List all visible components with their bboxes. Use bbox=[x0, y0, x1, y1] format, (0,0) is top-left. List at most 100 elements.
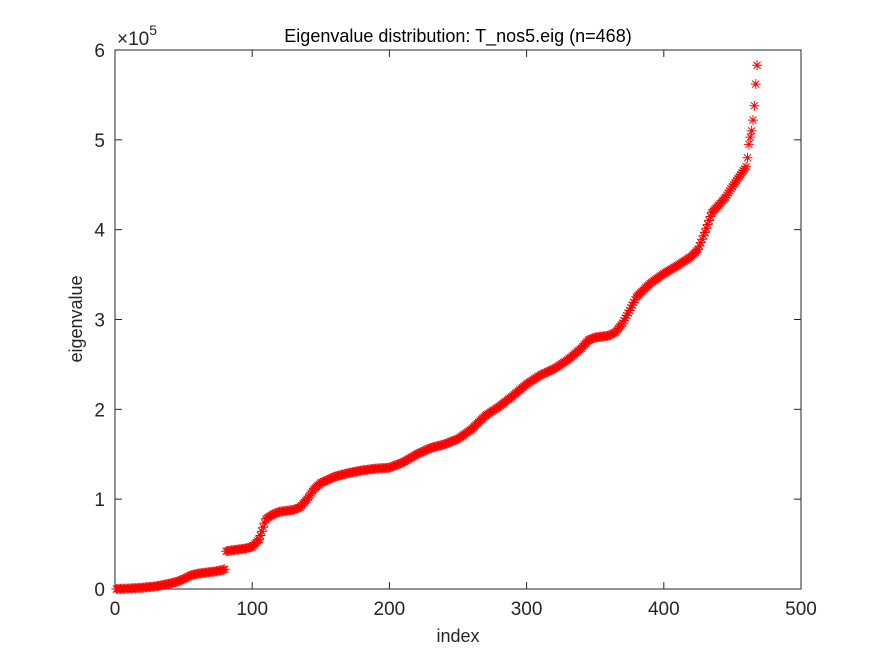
data-point bbox=[542, 367, 553, 378]
data-point bbox=[439, 439, 450, 450]
data-point bbox=[726, 183, 737, 194]
y-exponent-base: ×10 bbox=[117, 29, 149, 50]
data-point bbox=[704, 215, 715, 226]
plot-area bbox=[114, 49, 802, 590]
data-point bbox=[752, 60, 763, 71]
data-point bbox=[720, 192, 731, 203]
data-point bbox=[271, 507, 282, 518]
data-point bbox=[270, 508, 281, 519]
data-point bbox=[171, 576, 182, 587]
data-point bbox=[255, 530, 266, 541]
data-point bbox=[583, 335, 594, 346]
data-point bbox=[701, 223, 712, 234]
data-point bbox=[384, 462, 395, 473]
data-point bbox=[535, 370, 546, 381]
data-point bbox=[538, 368, 549, 379]
data-point bbox=[628, 297, 639, 308]
data-point bbox=[177, 574, 188, 585]
data-point bbox=[443, 437, 454, 448]
data-point bbox=[385, 462, 396, 473]
data-point bbox=[319, 476, 330, 487]
data-point bbox=[415, 447, 426, 458]
data-point bbox=[417, 446, 428, 457]
x-tick-label: 100 bbox=[236, 599, 268, 620]
data-point bbox=[724, 185, 735, 196]
data-point bbox=[694, 241, 705, 252]
data-point bbox=[693, 244, 704, 255]
x-tick-label: 0 bbox=[110, 599, 121, 620]
data-point bbox=[328, 472, 339, 483]
y-tick-label: 3 bbox=[94, 311, 105, 332]
data-point bbox=[546, 365, 557, 376]
data-point bbox=[743, 139, 754, 150]
data-point bbox=[387, 461, 398, 472]
y-tick-label: 5 bbox=[94, 131, 105, 152]
data-point bbox=[291, 503, 302, 514]
data-point bbox=[321, 475, 332, 486]
data-point bbox=[394, 458, 405, 469]
data-point bbox=[547, 364, 558, 375]
data-point bbox=[258, 522, 269, 533]
data-point bbox=[629, 294, 640, 305]
data-point bbox=[273, 507, 284, 518]
y-axis-exponent: ×105 bbox=[117, 22, 157, 50]
data-point bbox=[721, 190, 732, 201]
data-point bbox=[219, 564, 230, 575]
data-point bbox=[543, 366, 554, 377]
data-point bbox=[621, 310, 632, 321]
data-point bbox=[326, 472, 337, 483]
data-point bbox=[699, 227, 710, 238]
data-point bbox=[620, 313, 631, 324]
data-point bbox=[259, 518, 270, 529]
data-point bbox=[421, 444, 432, 455]
data-point bbox=[544, 365, 555, 376]
x-tick-label: 200 bbox=[374, 599, 406, 620]
data-point bbox=[324, 474, 335, 485]
data-point bbox=[539, 368, 550, 379]
data-point bbox=[588, 333, 599, 344]
data-point bbox=[420, 445, 431, 456]
axis-tick-labels: 0 100 200 300 400 500 0 1 2 3 4 5 6 bbox=[94, 41, 816, 620]
x-axis-label: index bbox=[436, 626, 479, 646]
data-point bbox=[389, 460, 400, 471]
data-point bbox=[444, 437, 455, 448]
data-point bbox=[695, 237, 706, 248]
data-point bbox=[540, 367, 551, 378]
data-point bbox=[741, 161, 752, 172]
data-point bbox=[292, 503, 303, 514]
data-point bbox=[174, 575, 185, 586]
data-point bbox=[289, 504, 300, 515]
data-point bbox=[322, 474, 333, 485]
data-point bbox=[697, 234, 708, 245]
data-point bbox=[584, 334, 595, 345]
data-point bbox=[451, 434, 462, 445]
data-point bbox=[395, 458, 406, 469]
x-tick-label: 300 bbox=[511, 599, 543, 620]
data-point bbox=[587, 333, 598, 344]
y-tick-label: 0 bbox=[94, 580, 105, 601]
data-point bbox=[448, 435, 459, 446]
data-point bbox=[388, 461, 399, 472]
data-point bbox=[315, 477, 326, 488]
data-point bbox=[422, 444, 433, 455]
chart-title: Eigenvalue distribution: T_nos5.eig (n=4… bbox=[284, 26, 631, 47]
data-point bbox=[318, 476, 329, 487]
data-point bbox=[624, 305, 635, 316]
x-tick-label: 500 bbox=[785, 599, 817, 620]
data-point bbox=[424, 443, 435, 454]
data-point bbox=[267, 509, 278, 520]
data-point bbox=[749, 100, 760, 111]
data-point bbox=[627, 300, 638, 311]
data-point bbox=[317, 477, 328, 488]
data-points bbox=[111, 60, 763, 594]
y-axis-label: eigenvalue bbox=[66, 275, 86, 362]
data-point bbox=[414, 447, 425, 458]
x-tick-label: 400 bbox=[648, 599, 680, 620]
data-point bbox=[723, 188, 734, 199]
data-point bbox=[450, 435, 461, 446]
y-tick-label: 4 bbox=[94, 221, 105, 242]
data-point bbox=[440, 438, 451, 449]
data-point bbox=[586, 334, 597, 345]
data-point bbox=[392, 459, 403, 470]
y-exponent-power: 5 bbox=[149, 22, 157, 38]
